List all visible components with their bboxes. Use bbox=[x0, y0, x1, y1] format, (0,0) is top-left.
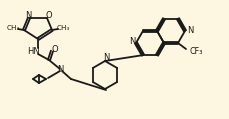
Text: HN: HN bbox=[28, 47, 40, 55]
Text: CF₃: CF₃ bbox=[189, 47, 203, 55]
Text: O: O bbox=[52, 45, 58, 55]
Text: CH₃: CH₃ bbox=[56, 25, 70, 31]
Text: N: N bbox=[187, 26, 193, 35]
Text: N: N bbox=[57, 64, 63, 74]
Text: N: N bbox=[129, 37, 135, 47]
Text: N: N bbox=[103, 54, 109, 62]
Text: O: O bbox=[46, 12, 52, 20]
Text: N: N bbox=[25, 12, 31, 20]
Text: CH₃: CH₃ bbox=[6, 25, 20, 31]
